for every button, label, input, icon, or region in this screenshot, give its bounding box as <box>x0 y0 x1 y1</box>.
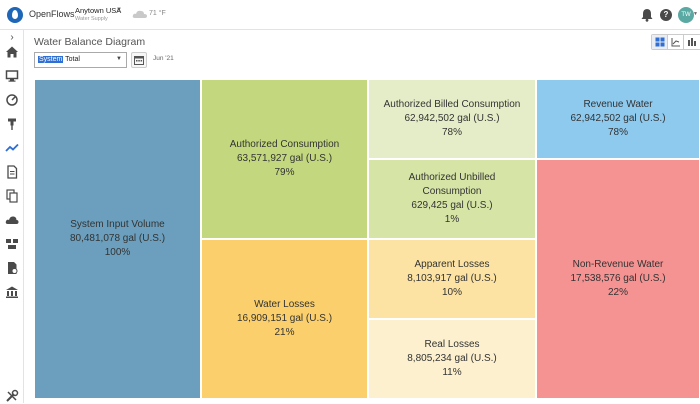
user-avatar[interactable]: TW <box>678 7 694 23</box>
cloud-icon[interactable] <box>4 212 20 228</box>
cloud-weather-icon <box>132 10 147 18</box>
non-revenue-water-cell[interactable]: Non-Revenue Water 17,538,576 gal (U.S.) … <box>536 159 700 399</box>
revenue-water-cell[interactable]: Revenue Water 62,942,502 gal (U.S.) 78% <box>536 79 700 159</box>
cell-value: 16,909,151 gal (U.S.) <box>236 313 333 324</box>
cell-percent: 79% <box>274 167 295 178</box>
calendar-button[interactable] <box>131 52 147 68</box>
cell-value: 62,942,502 gal (U.S.) <box>570 113 666 124</box>
network-icon[interactable] <box>4 236 20 252</box>
authorized-billed-consumption-cell[interactable]: Authorized Billed Consumption 62,942,502… <box>368 79 536 159</box>
cell-percent: 78% <box>441 127 462 138</box>
authorized-consumption-cell[interactable]: Authorized Consumption 63,571,927 gal (U… <box>201 79 368 239</box>
app-name: OpenFlows <box>29 9 75 19</box>
treemap-view-icon[interactable] <box>652 35 668 49</box>
weather-temperature: 71 °F <box>149 10 166 17</box>
sidebar: › <box>0 30 24 403</box>
gauge-icon[interactable] <box>4 92 20 108</box>
location-subtitle: Water Supply <box>75 16 108 22</box>
bar-view-icon[interactable] <box>684 35 700 49</box>
system-select-value: Total <box>63 56 80 63</box>
building-icon[interactable] <box>4 284 20 300</box>
expand-sidebar-icon[interactable]: › <box>10 32 14 43</box>
cell-value: 629,425 gal (U.S.) <box>411 200 493 211</box>
apparent-losses-cell[interactable]: Apparent Losses 8,103,917 gal (U.S.) 10% <box>368 239 536 319</box>
pin-icon[interactable] <box>4 116 20 132</box>
system-select[interactable]: System Total ▼ <box>34 52 127 68</box>
cell-label: Real Losses <box>424 339 480 350</box>
system-select-highlight: System <box>38 56 64 63</box>
cell-label: Apparent Losses <box>414 259 490 270</box>
tools-icon[interactable] <box>4 388 20 404</box>
chevron-down-icon: ▼ <box>116 56 122 62</box>
chevron-down-icon[interactable]: ▼ <box>116 7 122 13</box>
line-view-icon[interactable] <box>668 35 684 49</box>
cell-percent: 22% <box>607 287 628 298</box>
view-toggle-group <box>651 34 700 50</box>
cell-label: Water Losses <box>254 299 315 310</box>
location-selector[interactable]: Anytown USA <box>75 6 122 15</box>
calendar-icon <box>134 56 144 65</box>
water-losses-cell[interactable]: Water Losses 16,909,151 gal (U.S.) 21% <box>201 239 368 399</box>
cell-percent: 1% <box>444 214 460 225</box>
cell-value: 8,103,917 gal (U.S.) <box>407 273 497 284</box>
cell-label: System Input Volume <box>70 219 165 230</box>
cell-value: 80,481,078 gal (U.S.) <box>69 233 166 244</box>
cell-label: Non-Revenue Water <box>572 259 664 270</box>
documents-icon[interactable] <box>4 188 20 204</box>
top-bar: OpenFlows Anytown USA ▼ Water Supply 71 … <box>0 0 700 30</box>
help-icon[interactable]: ? <box>660 9 672 21</box>
chevron-down-icon[interactable]: ▼ <box>693 11 698 17</box>
page-title: Water Balance Diagram <box>34 36 146 48</box>
cell-percent: 10% <box>441 287 462 298</box>
cell-value: 63,571,927 gal (U.S.) <box>236 153 333 164</box>
cell-percent: 21% <box>274 327 295 338</box>
cell-label: Revenue Water <box>583 99 653 110</box>
real-losses-cell[interactable]: Real Losses 8,805,234 gal (U.S.) 11% <box>368 319 536 399</box>
cell-label: Authorized Billed Consumption <box>383 99 521 110</box>
system-input-volume-cell[interactable]: System Input Volume 80,481,078 gal (U.S.… <box>34 79 201 399</box>
cell-percent: 100% <box>104 247 131 258</box>
cell-value: 8,805,234 gal (U.S.) <box>407 353 497 364</box>
cell-label: Authorized Consumption <box>229 139 340 150</box>
cell-percent: 78% <box>607 127 628 138</box>
monitor-icon[interactable] <box>4 68 20 84</box>
cell-percent: 11% <box>442 367 462 378</box>
home-icon[interactable] <box>4 44 20 60</box>
report-icon[interactable] <box>4 164 20 180</box>
authorized-unbilled-consumption-cell[interactable]: Authorized Unbilled Consumption 629,425 … <box>368 159 536 239</box>
cell-label-line2: Consumption <box>422 186 482 197</box>
notification-bell-icon[interactable] <box>640 8 654 22</box>
trend-icon[interactable] <box>4 140 20 156</box>
app-logo-icon[interactable] <box>7 7 23 23</box>
cell-value: 62,942,502 gal (U.S.) <box>404 113 500 124</box>
period-label: Jun '21 <box>153 55 174 62</box>
billing-icon[interactable] <box>4 260 20 276</box>
cell-label-line1: Authorized Unbilled <box>408 172 496 183</box>
cell-value: 17,538,576 gal (U.S.) <box>570 273 666 284</box>
